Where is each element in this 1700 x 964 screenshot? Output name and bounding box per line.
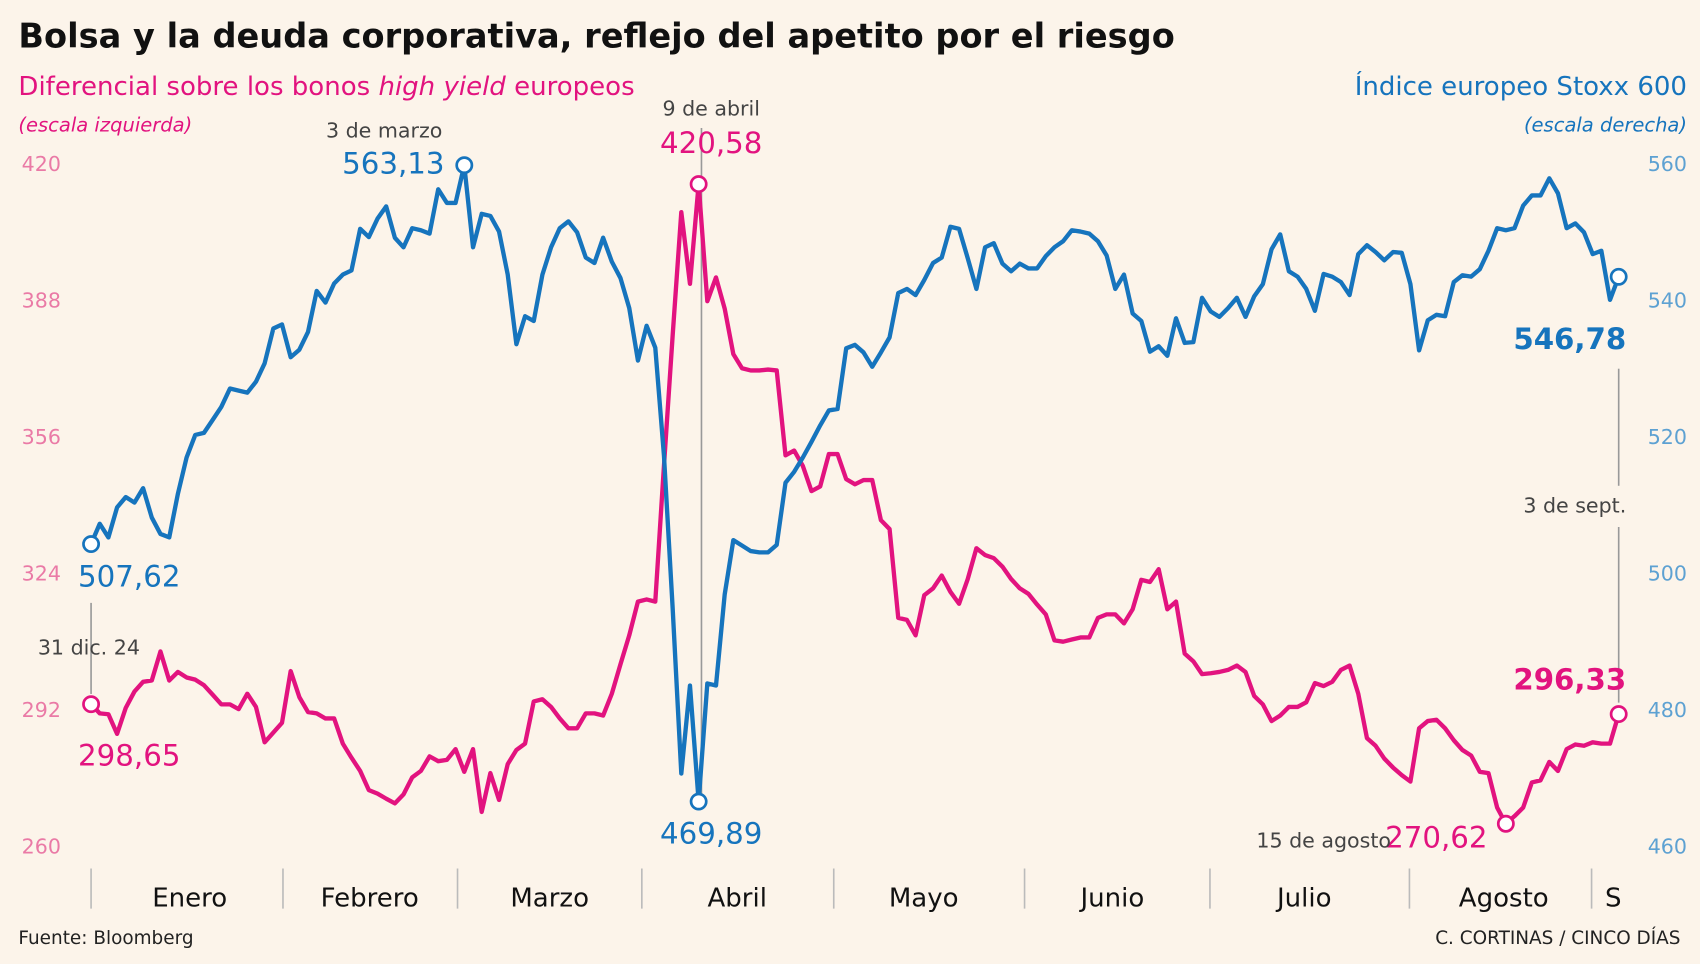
- y-tick-label: 324: [22, 561, 61, 585]
- y-tick-label: 292: [22, 698, 61, 722]
- series-line: [89, 163, 1621, 804]
- value-label: 296,33: [1513, 662, 1626, 696]
- value-label: 469,89: [660, 816, 762, 850]
- x-tick-label: Marzo: [510, 883, 589, 913]
- x-tick-label: S: [1605, 883, 1622, 913]
- x-tick-label: Junio: [1078, 883, 1144, 913]
- highlight-point: [689, 792, 708, 811]
- series-line: [89, 181, 1621, 826]
- x-tick-label: Agosto: [1459, 883, 1549, 913]
- x-tick-label: Mayo: [889, 883, 959, 913]
- x-tick-label: Abril: [708, 883, 767, 913]
- y2-tick-label: 520: [1648, 425, 1687, 449]
- date-label: 3 de sept.: [1523, 493, 1626, 517]
- y2-tick-label: 480: [1648, 698, 1687, 722]
- date-label: 3 de marzo: [326, 118, 442, 142]
- value-label: 420,58: [660, 126, 762, 160]
- x-tick-label: Enero: [152, 883, 227, 913]
- value-label: 270,62: [1385, 821, 1487, 855]
- credit: C. CORTINAS / CINCO DÍAS: [1435, 927, 1680, 949]
- legend-text: Índice europeo Stoxx 600: [1355, 69, 1687, 101]
- value-label: 546,78: [1513, 322, 1626, 356]
- legend-text: high yield: [378, 71, 506, 101]
- date-label: 9 de abril: [662, 97, 759, 121]
- value-label: 298,65: [78, 738, 180, 772]
- y2-tick-label: 540: [1648, 288, 1687, 312]
- highlight-point: [1496, 814, 1515, 833]
- x-tick-label: Julio: [1275, 883, 1332, 913]
- value-label: 507,62: [78, 559, 180, 593]
- x-tick-label: Febrero: [321, 883, 419, 913]
- y-tick-label: 356: [22, 425, 61, 449]
- y-tick-label: 260: [22, 834, 61, 858]
- date-label: 31 dic. 24: [38, 635, 140, 659]
- highlight-point: [689, 175, 708, 194]
- y2-tick-label: 560: [1648, 152, 1687, 176]
- date-label: 15 de agosto: [1256, 828, 1391, 852]
- legend-entry: Índice europeo Stoxx 600: [1355, 69, 1687, 101]
- y2-tick-label: 500: [1648, 561, 1687, 585]
- highlight-point: [1609, 267, 1628, 286]
- highlight-point: [1609, 705, 1628, 724]
- value-label: 563,13: [342, 146, 444, 180]
- legend-text: europeos: [506, 71, 635, 101]
- highlight-point: [82, 535, 101, 553]
- scale-note: (escala izquierda): [18, 113, 192, 136]
- y2-tick-label: 460: [1648, 834, 1687, 858]
- chart-title: Bolsa y la deuda corporativa, reflejo de…: [18, 17, 1174, 56]
- highlight-point: [455, 156, 474, 175]
- legend-entry: Diferencial sobre los bonos high yield e…: [18, 71, 634, 101]
- y-tick-label: 388: [22, 288, 61, 312]
- scale-note: (escala derecha): [1524, 113, 1687, 136]
- y-tick-label: 420: [22, 152, 61, 176]
- source: Fuente: Bloomberg: [18, 928, 193, 949]
- legend-text: Diferencial sobre los bonos: [18, 71, 378, 101]
- highlight-point: [82, 695, 101, 714]
